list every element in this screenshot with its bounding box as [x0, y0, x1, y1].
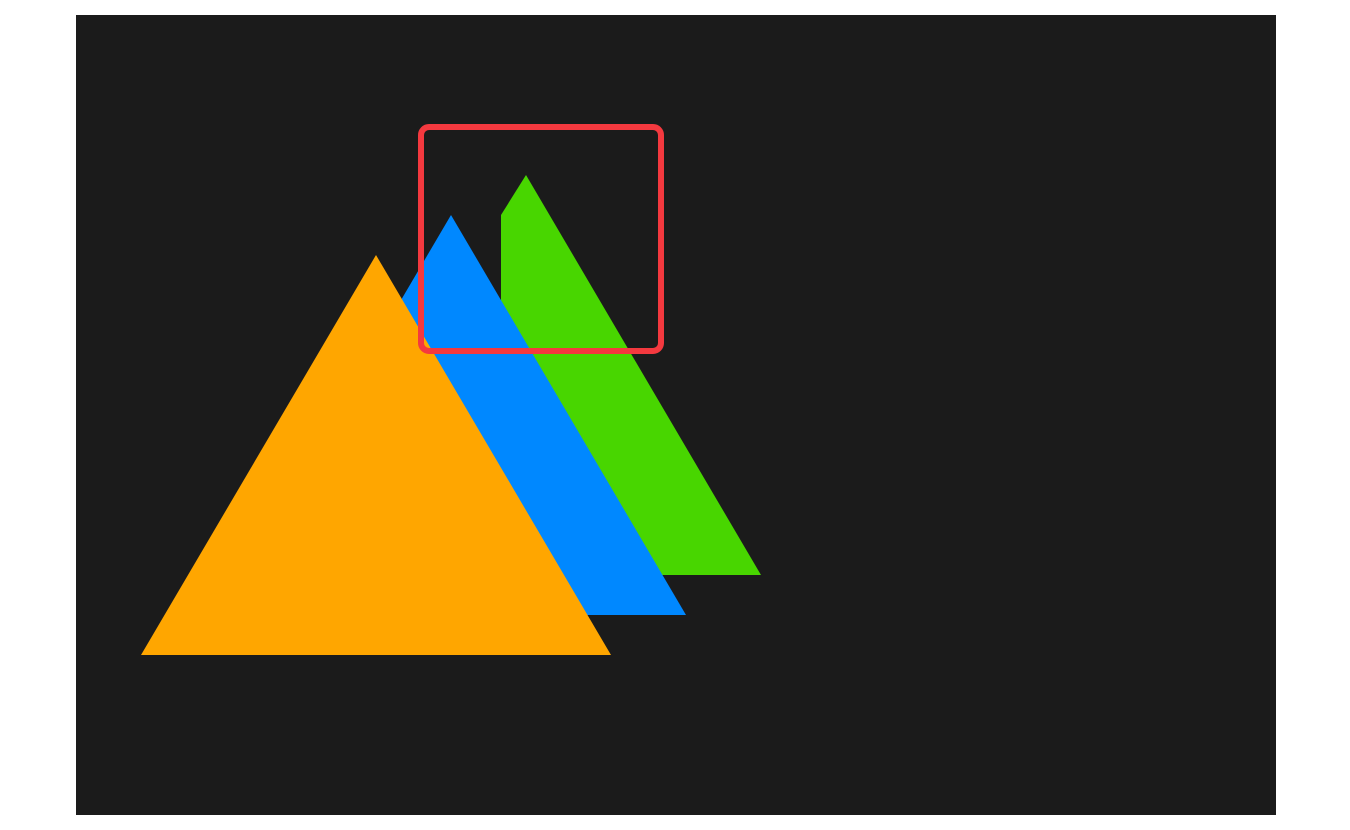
canvas-background: [76, 15, 1276, 815]
highlight-box: [418, 124, 664, 354]
orange-triangle: [141, 255, 611, 655]
